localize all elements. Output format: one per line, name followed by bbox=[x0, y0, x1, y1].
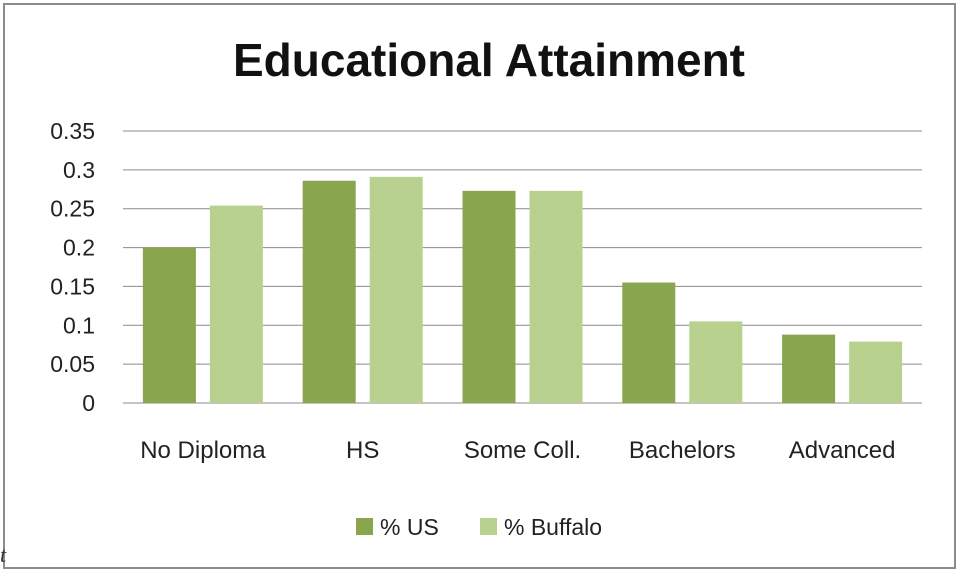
y-tick-label: 0.15 bbox=[50, 273, 95, 299]
bar-buffalo-2 bbox=[529, 190, 583, 403]
y-axis-ticks: 0 0.05 0.1 0.15 0.2 0.25 0.3 0.35 bbox=[50, 118, 95, 416]
y-tick-label: 0.25 bbox=[50, 196, 95, 222]
x-category-label: Bachelors bbox=[629, 437, 736, 464]
x-axis-categories: No Diploma HS Some Coll. Bachelors Advanced bbox=[140, 437, 895, 464]
bar-buffalo-3 bbox=[689, 321, 743, 403]
bar-buffalo-1 bbox=[369, 176, 423, 403]
x-category-label: No Diploma bbox=[140, 437, 266, 464]
x-category-label: Some Coll. bbox=[464, 437, 581, 464]
bar-us-2 bbox=[462, 190, 516, 403]
bar-us-0 bbox=[142, 247, 196, 403]
bar-us-3 bbox=[622, 282, 676, 403]
y-tick-label: 0.2 bbox=[63, 235, 95, 261]
legend-swatch-buffalo bbox=[480, 518, 497, 535]
y-tick-label: 0.35 bbox=[50, 118, 95, 144]
x-category-label: HS bbox=[346, 437, 379, 464]
legend-swatch-us bbox=[356, 518, 373, 535]
legend-label-buffalo: % Buffalo bbox=[504, 514, 602, 540]
bar-buffalo-4 bbox=[849, 341, 903, 403]
legend: % US % Buffalo bbox=[356, 514, 602, 540]
chart-title: Educational Attainment bbox=[233, 34, 745, 86]
bars-layer bbox=[142, 176, 903, 403]
stray-text-mark: t bbox=[0, 542, 7, 567]
y-tick-label: 0.1 bbox=[63, 312, 95, 338]
bar-us-1 bbox=[302, 180, 356, 403]
bar-buffalo-0 bbox=[209, 205, 263, 403]
y-tick-label: 0 bbox=[82, 390, 95, 416]
y-tick-label: 0.3 bbox=[63, 157, 95, 183]
x-category-label: Advanced bbox=[789, 437, 896, 464]
y-tick-label: 0.05 bbox=[50, 351, 95, 377]
legend-label-us: % US bbox=[380, 514, 439, 540]
bar-us-4 bbox=[782, 334, 836, 403]
